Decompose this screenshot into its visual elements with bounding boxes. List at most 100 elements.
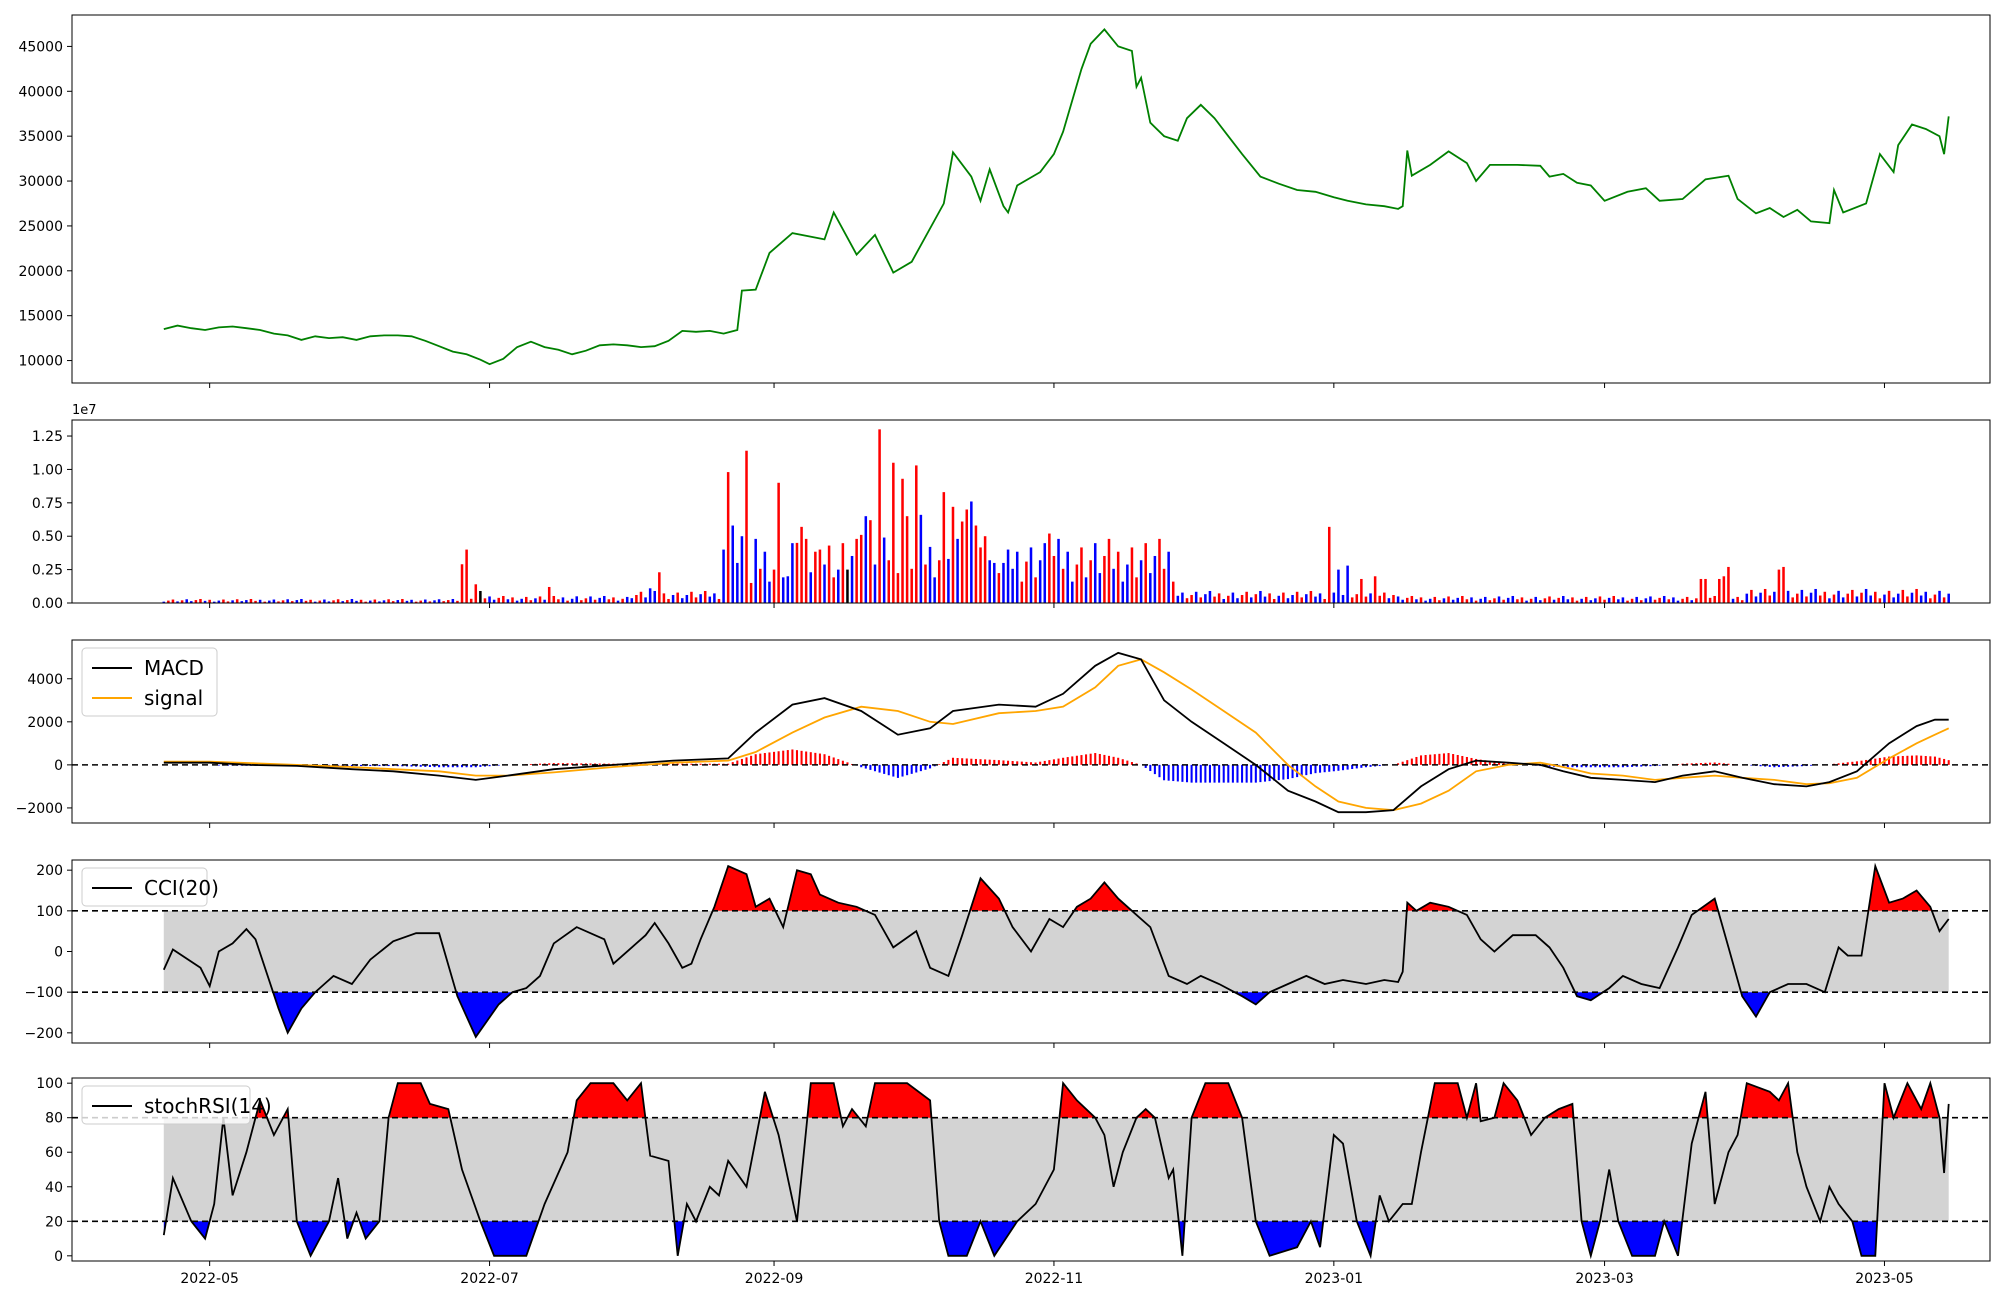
macd-histogram-bar: [1699, 763, 1702, 765]
macd-histogram-bar: [970, 758, 973, 765]
macd-histogram-bar: [759, 753, 762, 765]
volume-bar: [593, 599, 597, 603]
macd-histogram-bar: [1929, 756, 1932, 765]
legend-label: CCI(20): [144, 876, 219, 900]
macd-histogram-bar: [1268, 764, 1271, 782]
macd-histogram-bar: [1305, 764, 1308, 776]
macd-histogram-bar: [717, 763, 721, 765]
volume-bar: [786, 576, 790, 603]
volume-bar: [566, 600, 569, 603]
volume-bar: [864, 516, 868, 603]
macd-histogram-bar: [740, 758, 743, 765]
volume-bar: [979, 547, 982, 603]
volume-bar: [1300, 597, 1303, 603]
macd-histogram-bar: [1163, 764, 1166, 781]
y-tick-label: 0.25: [32, 563, 63, 579]
macd-histogram-bar: [1309, 764, 1312, 775]
macd-histogram-bar: [956, 758, 959, 765]
volume-bar: [355, 600, 358, 603]
volume-bar: [869, 520, 872, 603]
y-tick-label: 35000: [18, 129, 63, 145]
volume-bar: [648, 588, 652, 603]
volume-bar: [1497, 596, 1501, 603]
macd-histogram-bar: [961, 758, 964, 765]
y-tick-label: 60: [45, 1145, 63, 1161]
macd-histogram-bar: [451, 764, 454, 768]
y-tick-label: 10000: [18, 354, 63, 370]
volume-bar: [1768, 595, 1772, 603]
volume-bar: [419, 600, 422, 603]
volume-bar: [580, 600, 583, 603]
macd-histogram-bar: [428, 764, 431, 767]
volume-bar: [1355, 594, 1359, 603]
volume-bar: [162, 601, 166, 603]
macd-histogram-bar: [1869, 759, 1872, 765]
volume-bar: [1451, 599, 1455, 603]
volume-bar: [1364, 596, 1368, 603]
volume-bar: [538, 596, 542, 603]
volume-bar: [1580, 598, 1583, 603]
macd-histogram-bar: [1768, 764, 1771, 767]
volume-bar: [1474, 600, 1478, 603]
macd-histogram-bar: [1222, 764, 1225, 783]
volume-bar: [254, 600, 257, 603]
y-tick-label: 100: [36, 904, 63, 920]
volume-bar: [561, 597, 565, 603]
volume-offset-label: 1e7: [72, 403, 97, 418]
volume-bar: [1327, 526, 1331, 603]
macd-histogram-bar: [984, 759, 987, 765]
volume-bar: [277, 601, 280, 603]
volume-bar: [1158, 538, 1161, 603]
volume-bar: [1479, 598, 1482, 603]
volume-bar: [327, 601, 331, 603]
macd-histogram-bar: [887, 764, 890, 776]
y-tick-label: −200: [25, 1026, 63, 1042]
y-tick-label: −100: [25, 985, 63, 1001]
volume-bar: [616, 600, 620, 603]
volume-bar: [960, 521, 964, 603]
macd-histogram-bar: [1484, 760, 1487, 765]
macd-histogram-bar: [1433, 754, 1436, 765]
macd-histogram-bar: [965, 758, 968, 765]
macd-histogram-bar: [1199, 764, 1202, 783]
volume-bar: [690, 591, 693, 603]
volume-bar: [313, 601, 317, 603]
macd-histogram-bar: [1144, 764, 1147, 768]
volume-bar: [703, 590, 707, 603]
macd-histogram-bar: [1066, 757, 1069, 765]
volume-bar: [699, 594, 702, 603]
macd-histogram-bar: [1241, 764, 1244, 783]
volume-bar: [492, 599, 496, 603]
macd-histogram-bar: [557, 763, 560, 765]
macd-histogram-bar: [1419, 755, 1423, 765]
macd-histogram-bar: [1236, 764, 1239, 783]
macd-histogram-bar: [1231, 764, 1234, 783]
macd-histogram-bar: [864, 764, 867, 769]
volume-bar: [190, 601, 193, 603]
volume-bar: [717, 598, 721, 603]
y-tick-label: 30000: [18, 174, 63, 190]
macd-histogram-bar: [750, 755, 753, 765]
volume-bar: [855, 538, 858, 603]
x-tick-label: 2022-05: [180, 1271, 239, 1287]
y-tick-label: 0.75: [32, 496, 63, 512]
volume-bar: [1337, 569, 1340, 603]
y-tick-label: 25000: [18, 219, 63, 235]
macd-histogram-bar: [1617, 764, 1620, 768]
volume-bar: [1268, 593, 1271, 603]
macd-histogram-bar: [974, 758, 977, 765]
macd-histogram-bar: [529, 763, 532, 765]
macd-histogram-bar: [1576, 764, 1579, 768]
volume-bar: [1603, 599, 1606, 603]
y-tick-label: −2000: [16, 801, 63, 817]
volume-bar: [1814, 588, 1817, 603]
volume-bar: [1323, 598, 1326, 603]
volume-bar: [1681, 598, 1684, 603]
macd-histogram-bar: [1603, 764, 1606, 768]
macd-histogram-bar: [1103, 754, 1106, 765]
volume-bar: [607, 599, 611, 603]
macd-histogram-bar: [552, 763, 555, 765]
indicator-line: [162, 1080, 1950, 1260]
macd-histogram-bar: [841, 760, 844, 765]
macd-histogram-bar: [1300, 764, 1303, 777]
